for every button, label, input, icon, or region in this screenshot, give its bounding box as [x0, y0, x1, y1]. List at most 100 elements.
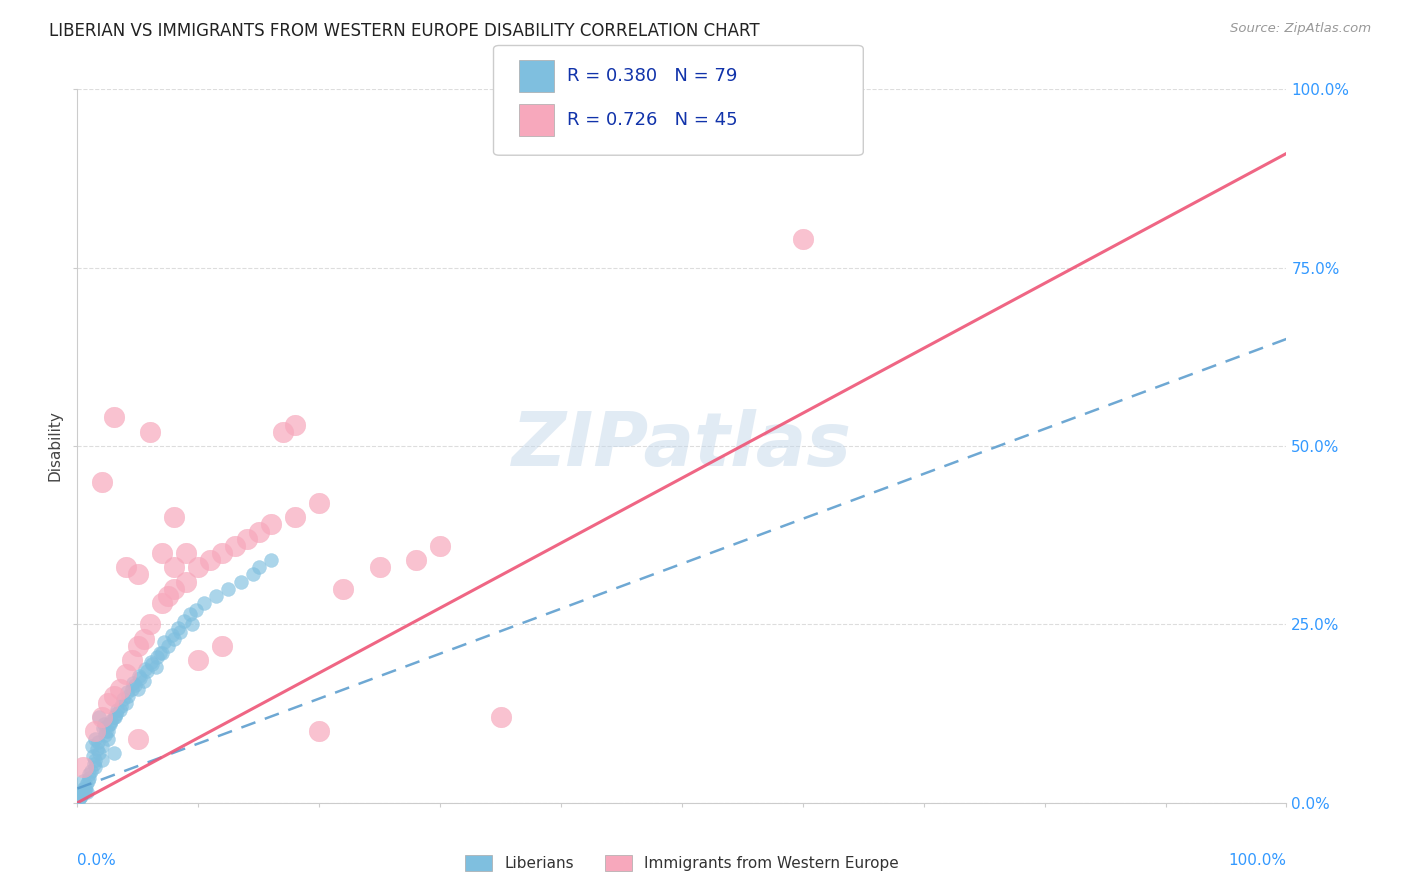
Point	[103, 746, 125, 760]
Point	[153, 635, 176, 649]
Point	[115, 685, 138, 699]
Point	[112, 692, 135, 706]
Point	[114, 696, 136, 710]
Point	[90, 710, 112, 724]
Point	[134, 662, 156, 676]
Point	[163, 510, 186, 524]
Point	[77, 774, 100, 789]
Point	[97, 717, 120, 731]
Point	[114, 560, 136, 574]
Point	[166, 621, 188, 635]
Point	[127, 639, 149, 653]
Point	[181, 617, 204, 632]
Point	[67, 792, 90, 806]
Point	[84, 753, 107, 767]
Point	[139, 617, 162, 632]
Text: Source: ZipAtlas.com: Source: ZipAtlas.com	[1230, 22, 1371, 36]
Point	[105, 706, 128, 721]
Point	[218, 582, 240, 596]
Point	[139, 425, 162, 439]
Point	[200, 553, 222, 567]
Point	[193, 596, 215, 610]
Point	[121, 653, 143, 667]
Point	[86, 742, 108, 756]
Point	[129, 671, 152, 685]
Text: R = 0.380   N = 79: R = 0.380 N = 79	[567, 67, 737, 85]
Point	[260, 553, 283, 567]
Point	[174, 546, 197, 560]
Point	[84, 724, 107, 739]
Point	[127, 681, 149, 696]
Point	[117, 689, 139, 703]
Point	[160, 628, 183, 642]
Point	[105, 703, 128, 717]
Point	[308, 724, 330, 739]
Point	[82, 749, 104, 764]
Point	[76, 785, 98, 799]
Point	[79, 771, 101, 785]
Point	[169, 624, 191, 639]
Point	[72, 774, 94, 789]
Point	[108, 681, 131, 696]
Point	[84, 760, 107, 774]
Point	[184, 603, 207, 617]
Point	[368, 560, 391, 574]
Point	[205, 589, 228, 603]
Point	[179, 607, 201, 621]
Point	[96, 731, 118, 746]
Point	[163, 582, 186, 596]
Legend: Liberians, Immigrants from Western Europe: Liberians, Immigrants from Western Europ…	[458, 849, 905, 877]
Point	[242, 567, 264, 582]
Point	[90, 753, 112, 767]
Point	[260, 517, 283, 532]
Point	[100, 714, 122, 728]
Point	[229, 574, 252, 589]
Point	[96, 724, 118, 739]
Point	[148, 646, 170, 660]
Point	[146, 649, 169, 664]
Point	[127, 731, 149, 746]
Point	[98, 717, 121, 731]
Point	[110, 699, 132, 714]
Point	[284, 510, 307, 524]
Point	[87, 710, 110, 724]
Text: 100.0%: 100.0%	[1229, 853, 1286, 868]
Point	[163, 632, 186, 646]
Text: R = 0.726   N = 45: R = 0.726 N = 45	[567, 112, 737, 129]
Point	[94, 728, 117, 742]
Point	[124, 678, 146, 692]
Y-axis label: Disability: Disability	[48, 410, 63, 482]
Point	[72, 781, 94, 796]
Point	[163, 560, 186, 574]
Point	[93, 717, 115, 731]
Point	[150, 646, 173, 660]
Point	[104, 710, 127, 724]
Point	[211, 546, 233, 560]
Point	[132, 674, 155, 689]
Point	[103, 689, 125, 703]
Point	[157, 589, 180, 603]
Point	[332, 582, 354, 596]
Point	[247, 560, 270, 574]
Point	[79, 764, 101, 778]
Point	[73, 783, 96, 797]
Point	[211, 639, 233, 653]
Point	[84, 731, 107, 746]
Point	[70, 785, 93, 799]
Point	[792, 232, 814, 246]
Point	[121, 681, 143, 696]
Point	[114, 667, 136, 681]
Point	[96, 724, 118, 739]
Point	[72, 760, 94, 774]
Point	[69, 790, 91, 805]
Point	[108, 703, 131, 717]
Point	[80, 739, 103, 753]
Point	[141, 657, 163, 671]
Point	[128, 669, 150, 683]
Point	[136, 664, 159, 678]
Point	[145, 660, 167, 674]
Point	[90, 739, 112, 753]
Text: LIBERIAN VS IMMIGRANTS FROM WESTERN EUROPE DISABILITY CORRELATION CHART: LIBERIAN VS IMMIGRANTS FROM WESTERN EURO…	[49, 22, 759, 40]
Point	[90, 475, 112, 489]
Point	[139, 655, 162, 669]
